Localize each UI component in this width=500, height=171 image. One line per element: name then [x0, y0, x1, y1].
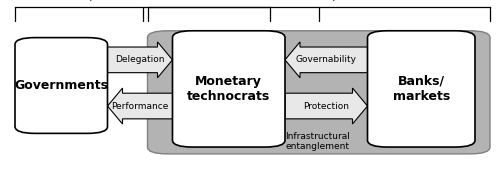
- FancyBboxPatch shape: [172, 31, 285, 147]
- Text: Delegation: Delegation: [115, 55, 164, 64]
- Text: Monetary
technocrats: Monetary technocrats: [187, 75, 270, 103]
- FancyBboxPatch shape: [15, 38, 108, 133]
- Polygon shape: [285, 42, 368, 78]
- Text: Private sphere: Private sphere: [290, 0, 360, 1]
- Text: Performance: Performance: [112, 102, 168, 110]
- Text: Protection: Protection: [303, 102, 349, 110]
- Polygon shape: [108, 88, 172, 124]
- Polygon shape: [108, 42, 172, 78]
- Text: Governments: Governments: [14, 79, 108, 92]
- Text: Banks/
markets: Banks/ markets: [392, 75, 450, 103]
- FancyBboxPatch shape: [368, 31, 475, 147]
- FancyBboxPatch shape: [148, 31, 490, 154]
- Text: Infrastructural
entanglement: Infrastructural entanglement: [285, 132, 350, 151]
- Polygon shape: [285, 88, 368, 124]
- Text: Governability: Governability: [296, 55, 357, 64]
- Text: Public sphere: Public sphere: [52, 0, 118, 1]
